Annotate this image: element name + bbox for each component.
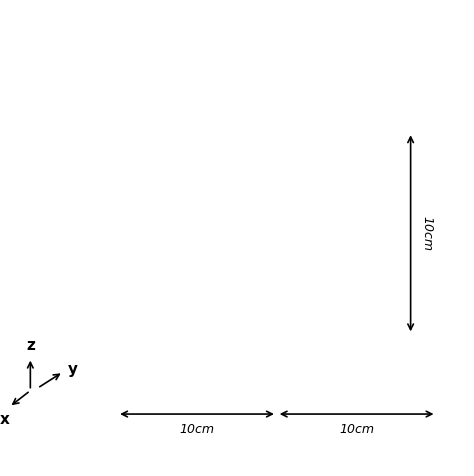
Text: 10cm: 10cm <box>339 424 374 436</box>
Text: z: z <box>26 338 35 353</box>
Text: 10cm: 10cm <box>180 424 215 436</box>
Text: 10cm: 10cm <box>420 216 433 251</box>
Text: y: y <box>68 362 78 377</box>
Text: x: x <box>0 412 9 426</box>
